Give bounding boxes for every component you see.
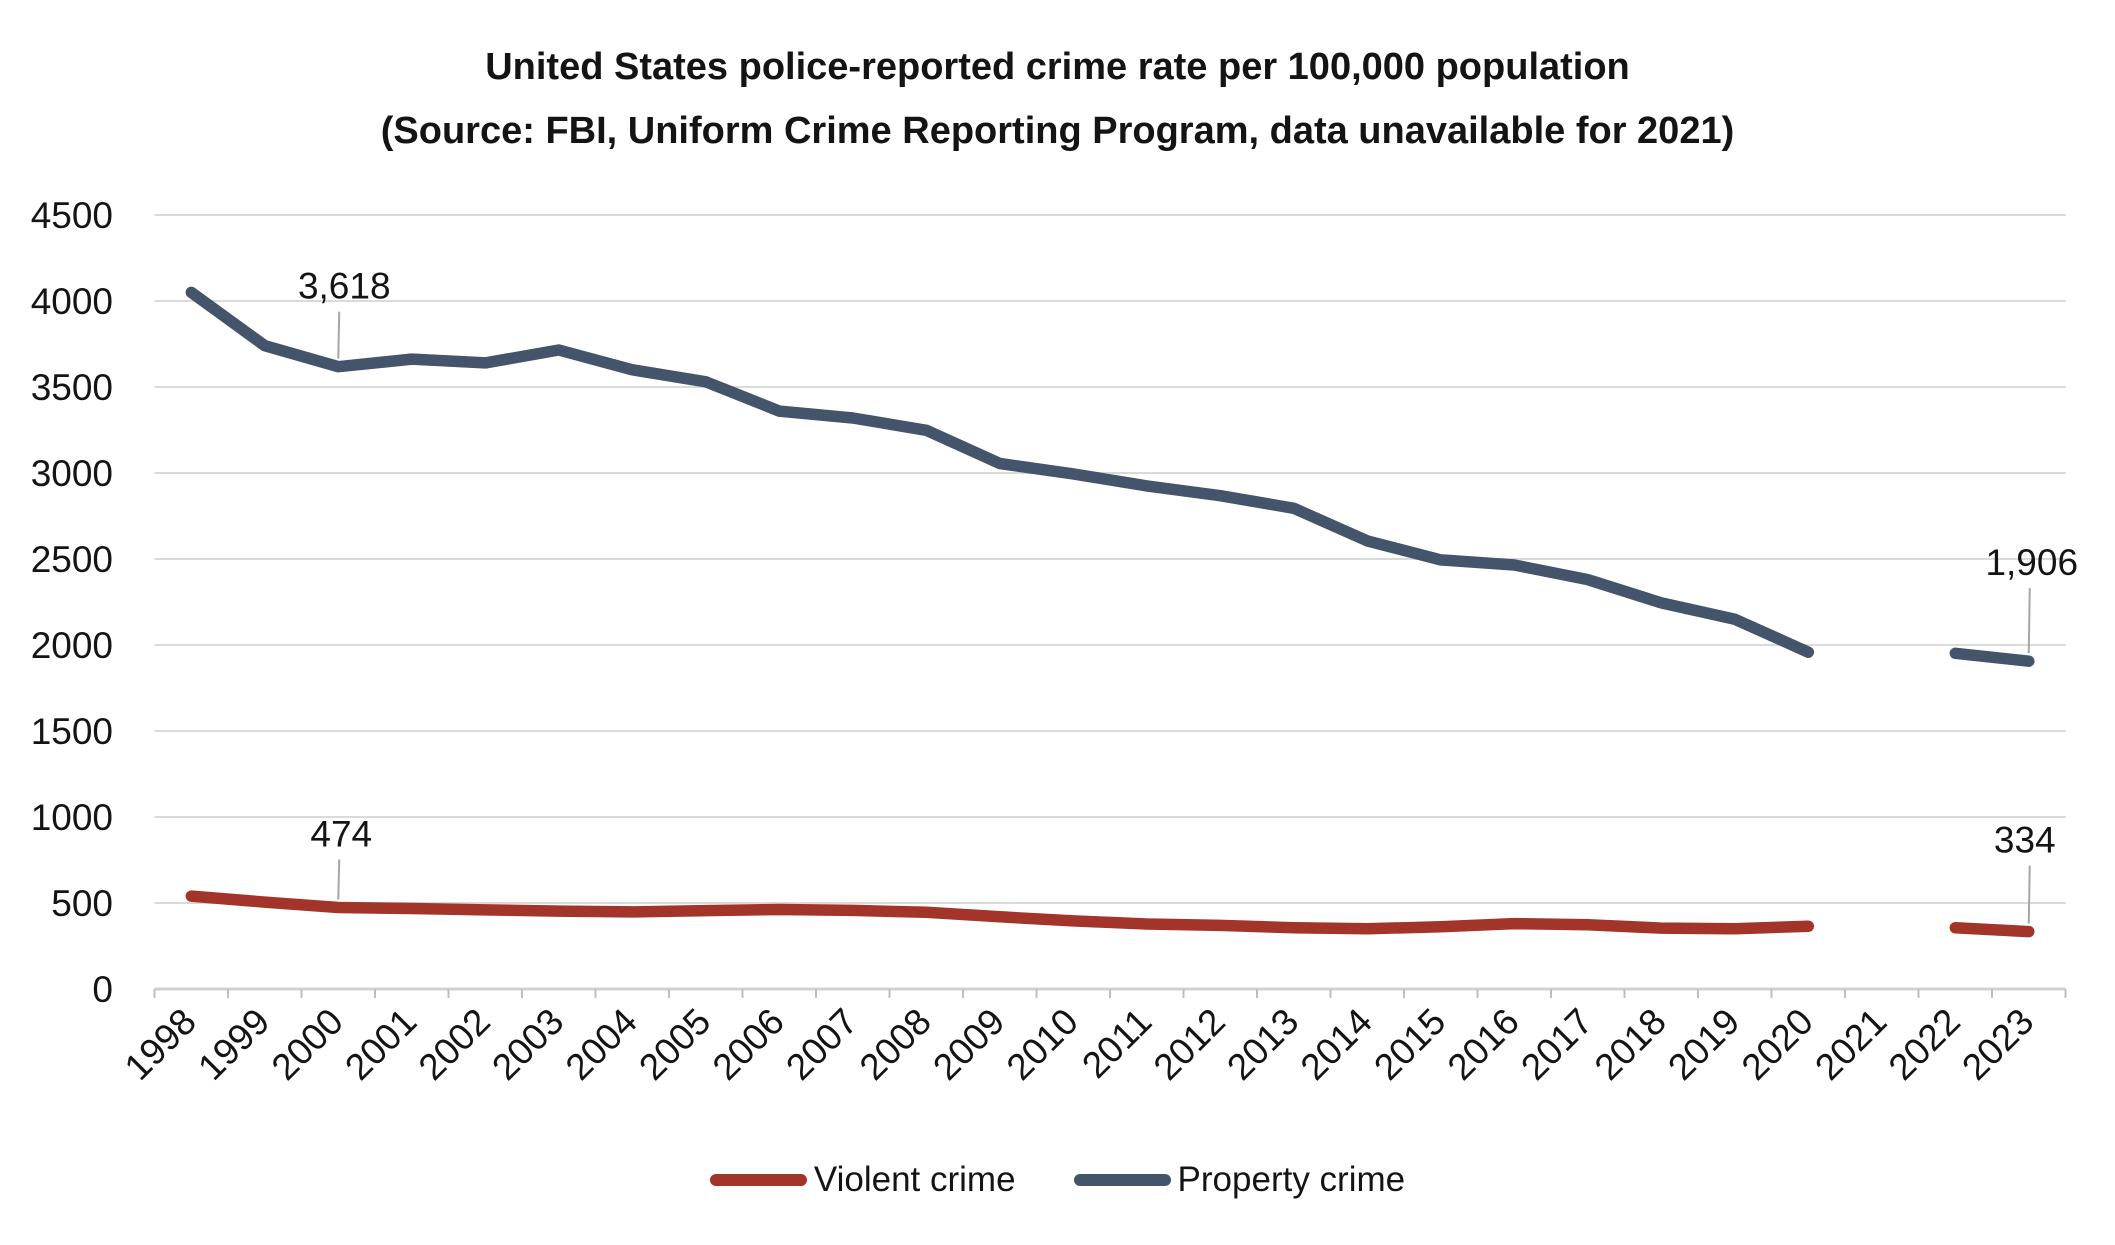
x-axis-label-2004: 2004	[558, 1001, 645, 1088]
y-axis-label-500: 500	[51, 883, 113, 924]
y-axis-label-0: 0	[92, 969, 113, 1010]
x-axis-label-2015: 2015	[1366, 1001, 1453, 1088]
x-axis-label-2010: 2010	[999, 1001, 1086, 1088]
x-axis-label-2011: 2011	[1074, 1001, 1159, 1086]
y-axis-label-4000: 4000	[31, 281, 113, 322]
x-axis-label-2013: 2013	[1219, 1001, 1306, 1088]
chart-subtitle: (Source: FBI, Uniform Crime Reporting Pr…	[380, 110, 1735, 152]
x-axis-label-2005: 2005	[631, 1001, 718, 1088]
legend-item-violent-crime: Violent crime	[709, 1160, 1016, 1200]
legend-item-property-crime: Property crime	[1073, 1160, 1406, 1200]
x-axis-label-2020: 2020	[1734, 1001, 1821, 1088]
x-axis-label-2008: 2008	[852, 1001, 939, 1088]
annotation-label-2000-3618: 3,618	[298, 266, 391, 307]
x-axis-label-2017: 2017	[1513, 1001, 1600, 1088]
x-axis-label-2009: 2009	[925, 1001, 1012, 1088]
y-axis-label-2500: 2500	[31, 539, 113, 580]
x-axis-label-2003: 2003	[484, 1001, 571, 1088]
x-axis-label-2001: 2001	[337, 1001, 424, 1088]
annotation-leader-2000-3618	[337, 311, 341, 359]
y-axis-label-2000: 2000	[31, 625, 113, 666]
x-axis-label-2012: 2012	[1146, 1001, 1233, 1088]
x-axis-label-2006: 2006	[705, 1001, 792, 1088]
property-crime-line	[185, 286, 2035, 667]
y-axis-label-3000: 3000	[31, 453, 113, 494]
annotation-label-2023-1906: 1,906	[1985, 542, 2078, 583]
x-axis-label-2023: 2023	[1954, 1001, 2041, 1088]
y-axis-label-1000: 1000	[31, 797, 113, 838]
x-axis-label-1999: 1999	[190, 1001, 277, 1088]
x-axis-label-2002: 2002	[411, 1001, 498, 1088]
annotation-leader-2023-1906	[2027, 588, 2031, 654]
legend-label-violent-crime: Violent crime	[813, 1160, 1016, 1199]
chart-title: United States police-reported crime rate…	[485, 46, 1630, 88]
y-axis-label-4500: 4500	[31, 195, 113, 236]
annotation-label-2023-334: 334	[1994, 820, 2056, 861]
violent-crime-line	[185, 890, 2035, 938]
x-axis-label-2021: 2021	[1807, 1001, 1894, 1088]
chart-legend: Violent crime Property crime	[0, 1156, 2115, 1204]
legend-label-property-crime: Property crime	[1177, 1160, 1406, 1199]
x-axis-label-2022: 2022	[1881, 1001, 1968, 1088]
property-crime-line-swatch	[1073, 1174, 1171, 1186]
violent-crime-line-swatch	[709, 1174, 807, 1186]
x-axis-label-2007: 2007	[778, 1001, 865, 1088]
x-axis-label-2000: 2000	[264, 1001, 351, 1088]
x-axis-label-2016: 2016	[1440, 1001, 1527, 1088]
annotation-leader-2000-474	[337, 859, 341, 900]
annotation-label-2000-474: 474	[310, 813, 372, 854]
y-axis-label-1500: 1500	[31, 711, 113, 752]
x-axis-label-2018: 2018	[1587, 1001, 1674, 1088]
x-axis-label-1998: 1998	[117, 1001, 204, 1088]
y-axis-label-3500: 3500	[31, 367, 113, 408]
x-axis-label-2014: 2014	[1293, 1001, 1380, 1088]
annotation-leader-2023-334	[2027, 865, 2031, 924]
x-axis-label-2019: 2019	[1660, 1001, 1747, 1088]
